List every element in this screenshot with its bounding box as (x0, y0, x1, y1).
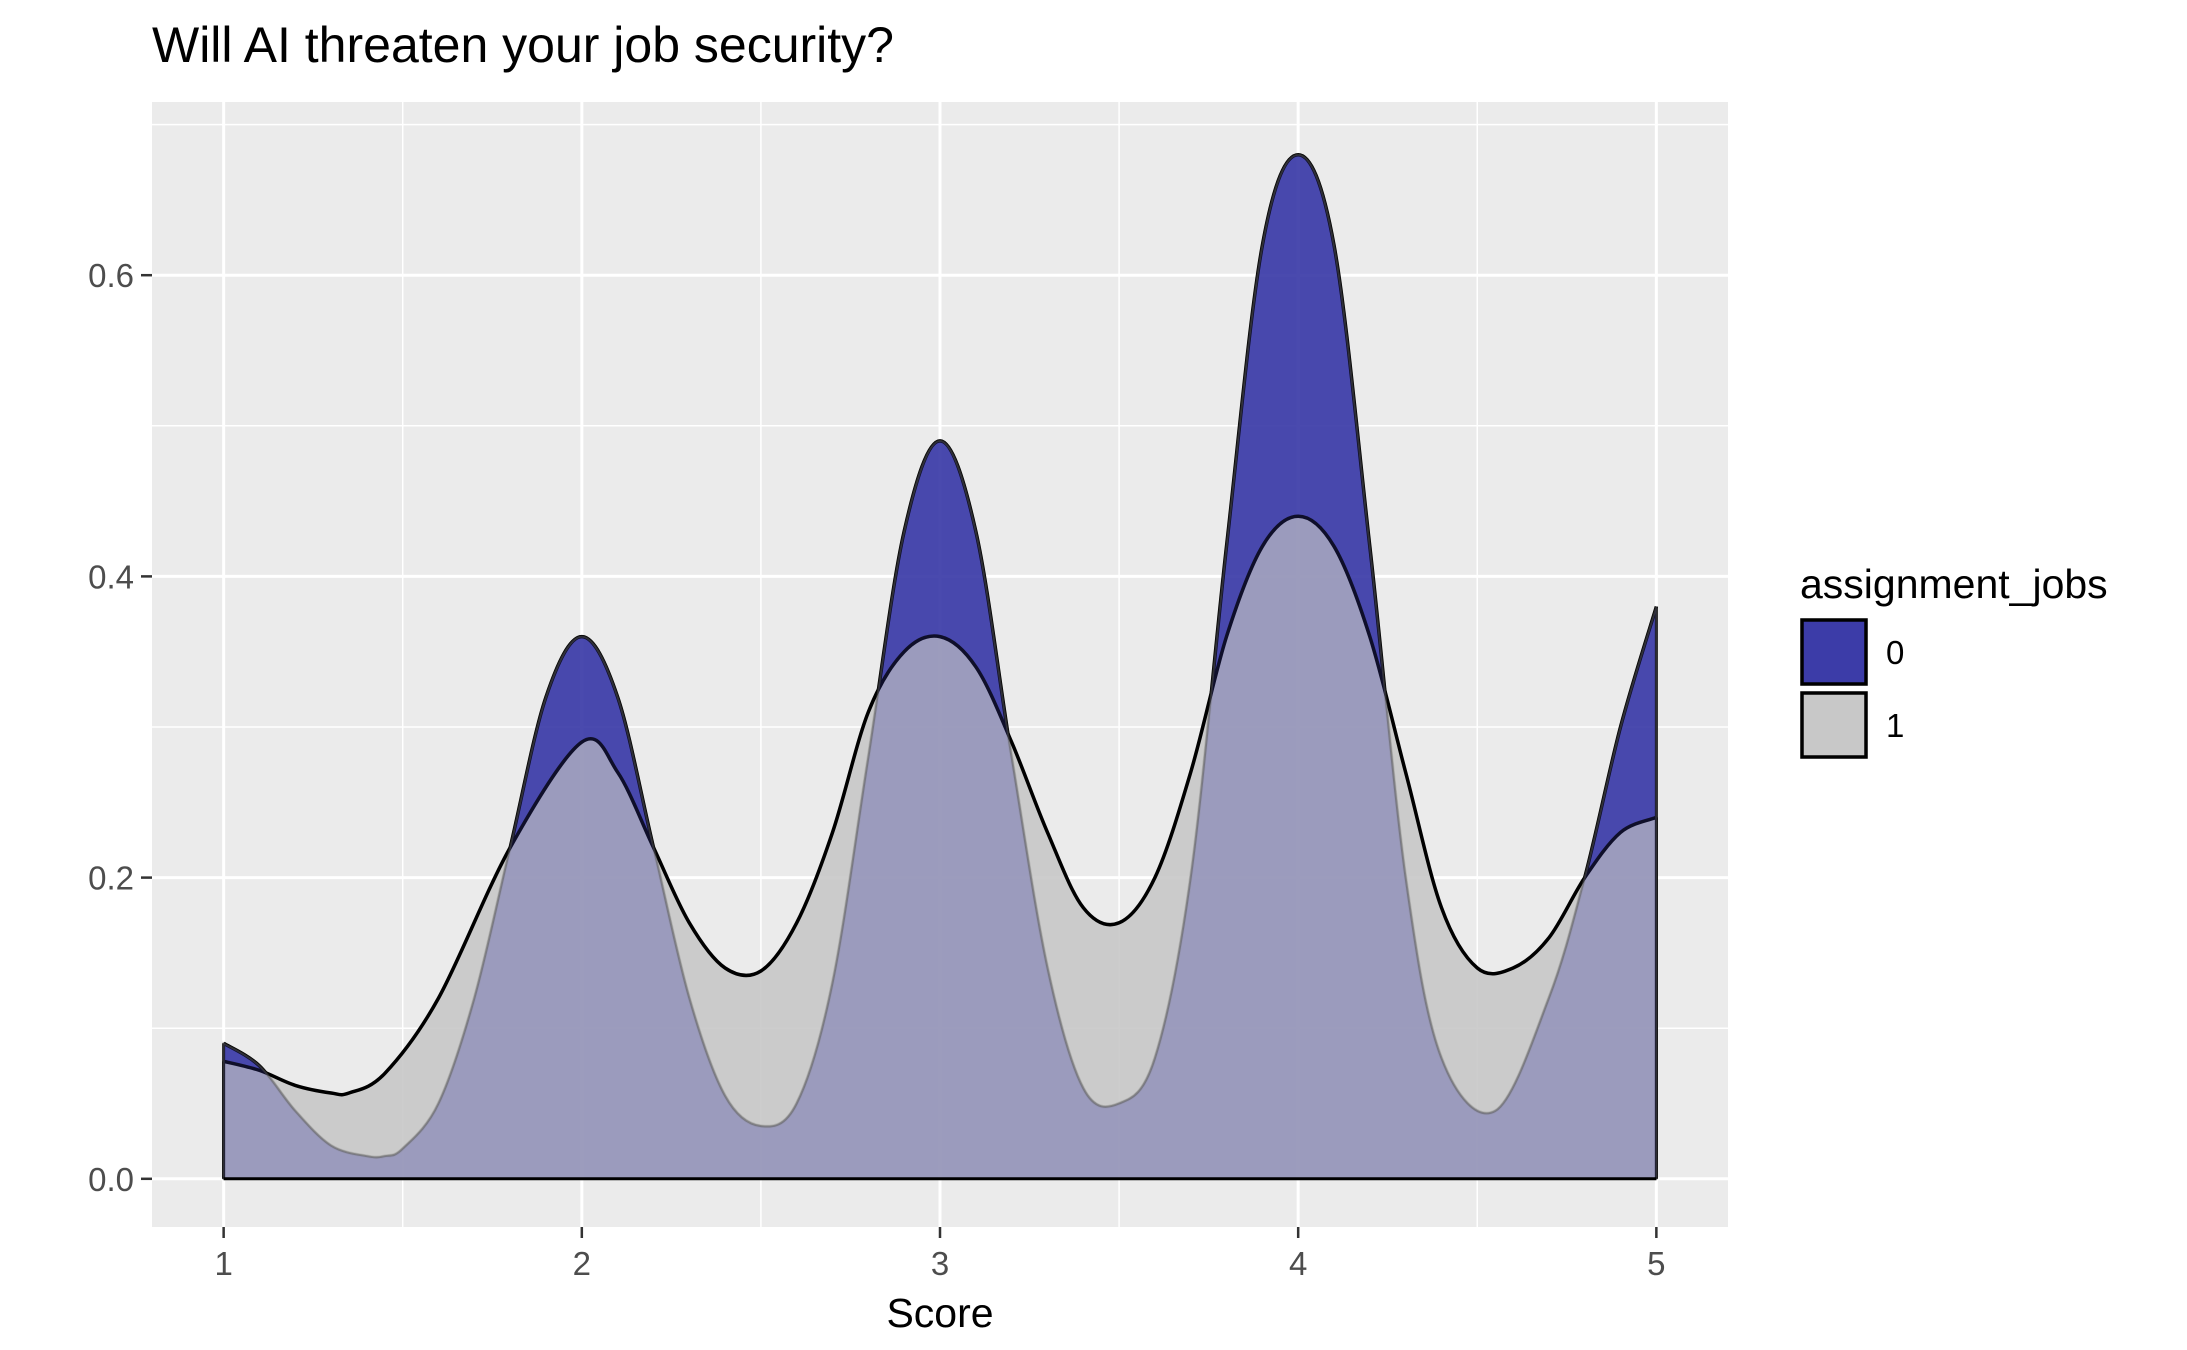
density-overlap-0 (222, 153, 1658, 1180)
legend: assignment_jobs 0 1 (1800, 561, 2108, 759)
legend-swatch-1 (1800, 691, 1868, 759)
legend-label-0: 0 (1886, 634, 1904, 671)
legend-label-1: 1 (1886, 707, 1904, 744)
x-tick-label: 5 (1647, 1245, 1665, 1282)
y-tick-label: 0.6 (88, 257, 134, 294)
density-outline-1 (223, 514, 1658, 1097)
legend-title: assignment_jobs (1800, 561, 2108, 607)
x-tick-label: 3 (931, 1245, 949, 1282)
chart-title: Will AI threaten your job security? (152, 17, 894, 73)
x-tick-label: 1 (214, 1245, 232, 1282)
x-axis-title: Score (886, 1290, 993, 1336)
x-tick-label: 4 (1289, 1245, 1307, 1282)
x-axis: 1 2 3 4 5 (214, 1227, 1666, 1282)
density-area-1 (223, 516, 1657, 1179)
y-tick-label: 0.0 (88, 1161, 134, 1198)
y-tick-label: 0.4 (88, 558, 134, 595)
x-tick-label: 2 (573, 1245, 591, 1282)
legend-swatch-0 (1800, 618, 1868, 686)
density-areas (222, 152, 1659, 1180)
y-axis: 0.0 0.2 0.4 0.6 (88, 257, 152, 1198)
y-tick-label: 0.2 (88, 860, 134, 897)
